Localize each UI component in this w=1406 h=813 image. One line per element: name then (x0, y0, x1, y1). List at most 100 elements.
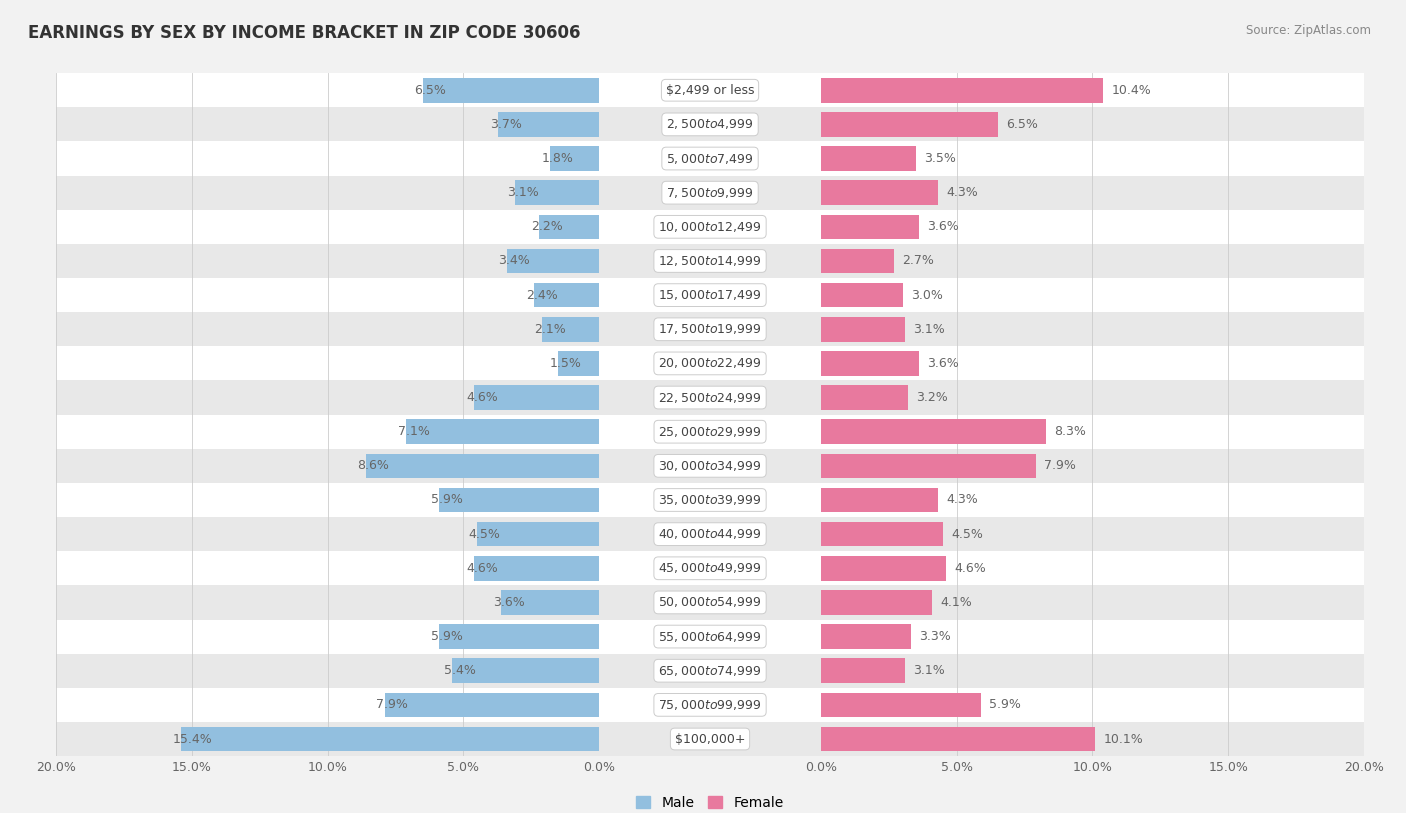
Text: 3.4%: 3.4% (499, 254, 530, 267)
Bar (0, 312, 1406, 346)
Text: 4.1%: 4.1% (941, 596, 973, 609)
Bar (0, 278, 1406, 312)
Bar (0, 244, 1406, 278)
Text: $5,000 to $7,499: $5,000 to $7,499 (666, 151, 754, 166)
Bar (0, 449, 1406, 483)
Text: $50,000 to $54,999: $50,000 to $54,999 (658, 595, 762, 610)
Bar (0, 176, 1406, 210)
Text: 5.4%: 5.4% (444, 664, 477, 677)
Text: $10,000 to $12,499: $10,000 to $12,499 (658, 220, 762, 234)
Bar (0, 415, 1406, 449)
Bar (474, 385, 599, 410)
Text: $100,000+: $100,000+ (675, 733, 745, 746)
Bar (0, 654, 1406, 688)
Text: 3.3%: 3.3% (920, 630, 950, 643)
Bar (558, 351, 599, 376)
Bar (0, 688, 1406, 722)
Bar (821, 693, 981, 717)
Text: 6.5%: 6.5% (1005, 118, 1038, 131)
Bar (821, 488, 938, 512)
Text: 3.1%: 3.1% (914, 664, 945, 677)
Text: 8.3%: 8.3% (1054, 425, 1087, 438)
Text: $25,000 to $29,999: $25,000 to $29,999 (658, 424, 762, 439)
Bar (439, 488, 599, 512)
Bar (0, 483, 1406, 517)
Text: $7,500 to $9,999: $7,500 to $9,999 (666, 185, 754, 200)
Bar (0, 312, 1406, 346)
Bar (0, 654, 1406, 688)
Bar (0, 278, 1406, 312)
Bar (515, 180, 599, 205)
Bar (0, 722, 1406, 756)
Bar (821, 454, 1036, 478)
Text: 4.6%: 4.6% (465, 391, 498, 404)
Text: 1.8%: 1.8% (541, 152, 574, 165)
Bar (821, 78, 1104, 102)
Text: $22,500 to $24,999: $22,500 to $24,999 (658, 390, 762, 405)
Bar (0, 483, 1406, 517)
Bar (477, 522, 599, 546)
Legend: Male, Female: Male, Female (631, 790, 789, 813)
Bar (0, 380, 1406, 415)
Bar (0, 449, 1406, 483)
Bar (0, 688, 1406, 722)
Bar (821, 556, 946, 580)
Bar (0, 107, 1406, 141)
Bar (0, 585, 1406, 620)
Text: $65,000 to $74,999: $65,000 to $74,999 (658, 663, 762, 678)
Text: $2,500 to $4,999: $2,500 to $4,999 (666, 117, 754, 132)
Bar (821, 215, 920, 239)
Bar (384, 693, 599, 717)
Bar (0, 380, 1406, 415)
Text: 7.1%: 7.1% (398, 425, 430, 438)
Bar (821, 283, 903, 307)
Text: 3.7%: 3.7% (491, 118, 522, 131)
Text: 7.9%: 7.9% (377, 698, 408, 711)
Bar (0, 654, 1406, 688)
Bar (0, 346, 1406, 380)
Bar (0, 551, 1406, 585)
Bar (501, 590, 599, 615)
Bar (0, 620, 1406, 654)
Bar (0, 312, 1406, 346)
Text: 6.5%: 6.5% (415, 84, 446, 97)
Bar (453, 659, 599, 683)
Bar (0, 107, 1406, 141)
Bar (0, 620, 1406, 654)
Text: $45,000 to $49,999: $45,000 to $49,999 (658, 561, 762, 576)
Bar (0, 551, 1406, 585)
Bar (541, 317, 599, 341)
Bar (0, 620, 1406, 654)
Bar (0, 244, 1406, 278)
Bar (366, 454, 599, 478)
Text: 4.5%: 4.5% (952, 528, 983, 541)
Text: 3.5%: 3.5% (924, 152, 956, 165)
Text: 4.6%: 4.6% (465, 562, 498, 575)
Bar (0, 244, 1406, 278)
Bar (406, 420, 599, 444)
Text: 5.9%: 5.9% (990, 698, 1021, 711)
Bar (506, 249, 599, 273)
Text: 3.2%: 3.2% (917, 391, 948, 404)
Text: 3.0%: 3.0% (911, 289, 942, 302)
Text: 3.1%: 3.1% (506, 186, 538, 199)
Text: 10.4%: 10.4% (1112, 84, 1152, 97)
Text: 4.3%: 4.3% (946, 493, 977, 506)
Text: 2.7%: 2.7% (903, 254, 935, 267)
Text: 4.6%: 4.6% (955, 562, 986, 575)
Bar (0, 210, 1406, 244)
Bar (0, 722, 1406, 756)
Bar (474, 556, 599, 580)
Text: 3.1%: 3.1% (914, 323, 945, 336)
Text: 3.6%: 3.6% (927, 357, 959, 370)
Bar (821, 249, 894, 273)
Bar (821, 522, 943, 546)
Text: $12,500 to $14,999: $12,500 to $14,999 (658, 254, 762, 268)
Text: $2,499 or less: $2,499 or less (666, 84, 754, 97)
Bar (0, 210, 1406, 244)
Bar (821, 112, 997, 137)
Bar (0, 210, 1406, 244)
Text: 10.1%: 10.1% (1104, 733, 1143, 746)
Text: EARNINGS BY SEX BY INCOME BRACKET IN ZIP CODE 30606: EARNINGS BY SEX BY INCOME BRACKET IN ZIP… (28, 24, 581, 42)
Bar (499, 112, 599, 137)
